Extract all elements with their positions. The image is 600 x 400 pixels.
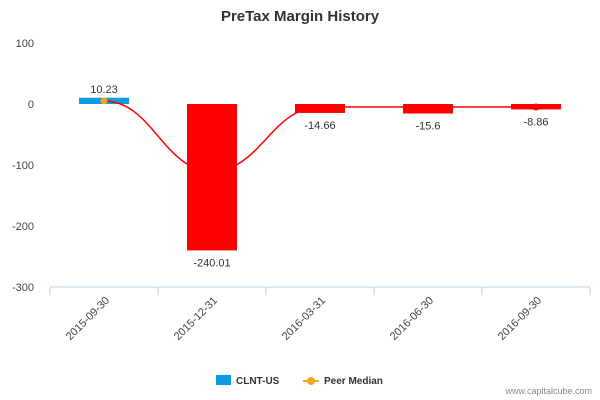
data-label-2015-09-30: 10.23 bbox=[90, 84, 118, 96]
y-tick-label: 100 bbox=[16, 38, 34, 50]
y-axis: 100 0 -100 -200 -300 bbox=[12, 38, 34, 294]
bar-2015-12-31[interactable] bbox=[187, 104, 237, 251]
peer-median-line-group bbox=[100, 97, 540, 172]
legend-label-peer[interactable]: Peer Median bbox=[324, 376, 383, 387]
peer-median-marker-2015-09-30[interactable] bbox=[100, 97, 108, 105]
legend-swatch-peer-marker[interactable] bbox=[307, 377, 315, 385]
peer-median-line bbox=[103, 100, 536, 172]
data-label-2016-03-31: -14.66 bbox=[304, 120, 335, 132]
chart-title: PreTax Margin History bbox=[221, 8, 380, 25]
x-tick-label: 2016-09-30 bbox=[496, 295, 544, 343]
source-credit: www.capitalcube.com bbox=[504, 386, 592, 396]
x-tick-label: 2015-09-30 bbox=[64, 295, 112, 343]
y-tick-label: -200 bbox=[12, 221, 34, 233]
data-label-2016-09-30: -8.86 bbox=[523, 116, 548, 128]
legend-label-clnt[interactable]: CLNT-US bbox=[236, 376, 280, 387]
bar-2016-03-31[interactable] bbox=[295, 104, 345, 113]
x-axis: 2015-09-30 2015-12-31 2016-03-31 2016-06-30… bbox=[49, 286, 591, 343]
y-tick-label: -300 bbox=[12, 282, 34, 294]
y-tick-label: 0 bbox=[28, 99, 34, 111]
data-labels: 10.23 -240.01 -14.66 -15.6 -8.86 bbox=[90, 84, 548, 270]
legend: CLNT-US Peer Median bbox=[216, 375, 383, 387]
x-tick-label: 2016-06-30 bbox=[388, 295, 436, 343]
legend-swatch-clnt[interactable] bbox=[216, 375, 231, 385]
data-label-2016-06-30: -15.6 bbox=[415, 121, 440, 133]
peer-median-marker-2016-09-30[interactable] bbox=[532, 103, 540, 111]
data-label-2015-12-31: -240.01 bbox=[193, 257, 230, 269]
bar-2016-06-30[interactable] bbox=[403, 104, 453, 114]
x-tick-label: 2015-12-31 bbox=[172, 295, 220, 343]
y-tick-label: -100 bbox=[12, 160, 34, 172]
x-tick-label: 2016-03-31 bbox=[280, 295, 328, 343]
